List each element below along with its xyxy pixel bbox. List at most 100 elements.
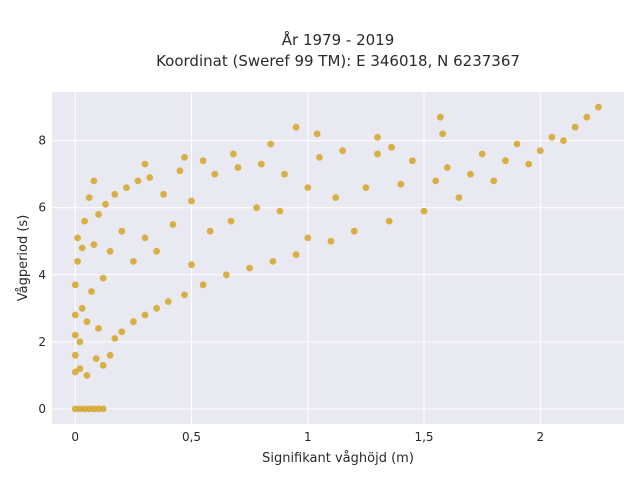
data-point-46 xyxy=(160,190,168,198)
data-point-32 xyxy=(106,247,114,255)
data-point-73 xyxy=(362,184,370,192)
data-point-72 xyxy=(350,227,358,235)
chart-title-line-1: År 1979 - 2019 xyxy=(282,30,395,49)
chart-title-line-2: Koordinat (Sweref 99 TM): E 346018, N 62… xyxy=(156,52,520,70)
data-point-15 xyxy=(76,338,84,346)
data-point-25 xyxy=(92,355,100,362)
data-point-41 xyxy=(141,311,149,319)
x-tick-label-1: 0,5 xyxy=(182,430,201,444)
data-point-34 xyxy=(111,190,119,198)
data-point-98 xyxy=(388,143,395,151)
data-point-40 xyxy=(134,177,142,185)
data-point-102 xyxy=(141,160,149,168)
data-point-75 xyxy=(385,217,393,225)
data-point-86 xyxy=(513,140,521,148)
data-point-85 xyxy=(502,157,509,165)
data-point-99 xyxy=(436,113,444,121)
data-point-95 xyxy=(313,130,321,138)
y-tick-label-3: 6 xyxy=(38,201,46,215)
data-point-58 xyxy=(234,164,242,171)
data-point-1 xyxy=(76,405,84,413)
data-point-16 xyxy=(78,304,86,312)
data-point-30 xyxy=(102,200,109,208)
data-point-43 xyxy=(146,174,154,181)
data-point-87 xyxy=(525,160,533,168)
y-tick-label-0: 0 xyxy=(38,402,46,416)
data-point-70 xyxy=(332,194,340,202)
data-point-11 xyxy=(71,281,79,289)
x-tick-label-0: 0 xyxy=(71,430,79,444)
data-point-81 xyxy=(455,194,463,202)
data-point-82 xyxy=(467,170,474,178)
data-point-3 xyxy=(85,405,93,413)
data-point-42 xyxy=(141,234,149,242)
data-point-79 xyxy=(432,177,440,185)
grid-lines xyxy=(52,92,624,424)
data-point-50 xyxy=(181,291,188,299)
data-point-6 xyxy=(99,405,107,413)
data-point-89 xyxy=(548,133,556,141)
data-point-65 xyxy=(292,251,300,258)
data-point-57 xyxy=(227,217,235,225)
data-point-29 xyxy=(99,274,107,282)
data-point-33 xyxy=(111,335,119,342)
data-point-59 xyxy=(246,264,254,272)
x-tick-label-3: 1,5 xyxy=(414,430,433,444)
data-point-39 xyxy=(130,258,137,265)
data-point-18 xyxy=(81,217,88,225)
data-point-103 xyxy=(199,157,207,165)
data-point-21 xyxy=(85,194,93,202)
data-point-69 xyxy=(327,237,335,245)
data-point-63 xyxy=(276,207,284,215)
y-tick-label-2: 4 xyxy=(38,268,46,282)
data-point-14 xyxy=(76,365,84,373)
data-point-31 xyxy=(106,351,114,359)
data-point-83 xyxy=(478,150,486,158)
data-point-20 xyxy=(83,318,91,326)
data-point-49 xyxy=(176,167,184,175)
x-tick-label-4: 2 xyxy=(536,430,544,444)
data-point-61 xyxy=(257,160,265,168)
data-point-19 xyxy=(83,372,91,379)
data-point-45 xyxy=(153,247,161,255)
data-point-27 xyxy=(95,211,102,218)
data-point-97 xyxy=(267,140,274,148)
data-point-52 xyxy=(188,197,195,205)
data-point-71 xyxy=(339,147,347,155)
data-point-37 xyxy=(123,184,130,192)
data-point-80 xyxy=(443,164,451,171)
data-point-67 xyxy=(304,184,312,192)
y-tick-label-1: 2 xyxy=(38,335,46,349)
data-point-74 xyxy=(374,150,381,158)
x-axis-ticks: 0 0,5 1 1,5 2 xyxy=(71,430,544,444)
data-point-10 xyxy=(71,311,79,319)
data-point-90 xyxy=(560,137,567,145)
y-tick-label-4: 8 xyxy=(38,134,46,148)
data-point-100 xyxy=(374,133,381,141)
data-point-66 xyxy=(304,234,312,242)
data-point-94 xyxy=(439,130,446,138)
data-point-47 xyxy=(164,298,172,305)
data-point-54 xyxy=(206,227,214,235)
data-point-62 xyxy=(269,258,277,265)
data-point-8 xyxy=(71,351,79,359)
data-point-64 xyxy=(281,170,288,178)
data-point-12 xyxy=(74,258,81,265)
data-point-35 xyxy=(118,328,126,336)
data-point-88 xyxy=(536,147,544,155)
data-point-78 xyxy=(420,207,428,215)
data-point-53 xyxy=(199,281,207,289)
data-point-13 xyxy=(74,234,81,242)
data-point-17 xyxy=(78,244,86,252)
data-point-104 xyxy=(230,150,237,158)
data-point-48 xyxy=(169,221,177,228)
data-point-96 xyxy=(292,123,300,131)
data-point-77 xyxy=(409,157,416,165)
data-point-93 xyxy=(595,103,602,111)
data-point-44 xyxy=(153,304,161,312)
data-point-55 xyxy=(211,170,219,178)
data-point-84 xyxy=(490,177,498,185)
data-point-60 xyxy=(253,204,260,212)
y-axis-ticks: 0 2 4 6 8 xyxy=(38,134,46,416)
